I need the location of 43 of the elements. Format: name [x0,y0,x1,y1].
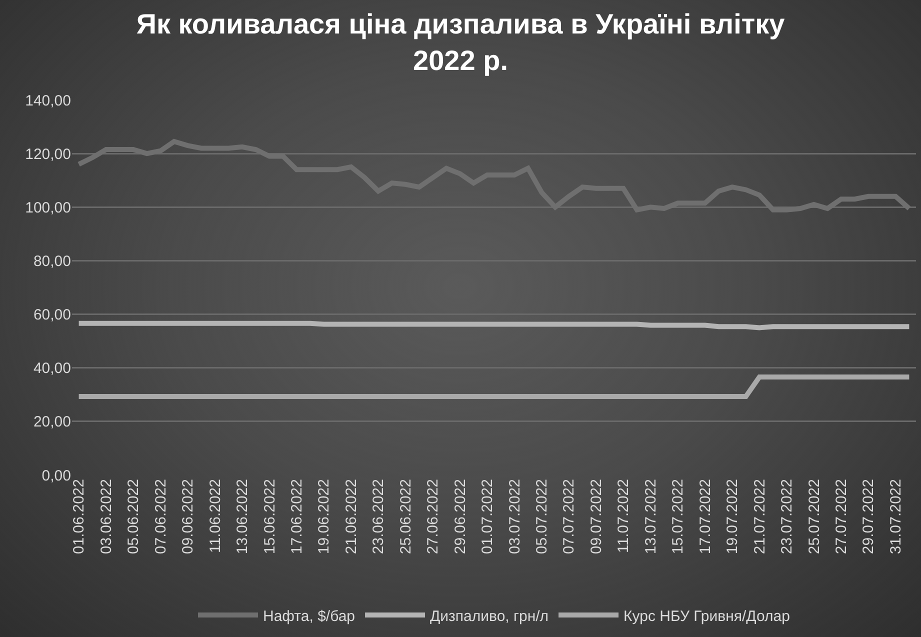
x-tick-label: 19.06.2022 [316,479,333,554]
x-tick-label: 07.06.2022 [152,479,170,554]
x-tick-label: 03.06.2022 [98,479,115,554]
x-tick-label: 29.07.2022 [860,479,878,554]
x-tick-label: 07.07.2022 [560,479,578,554]
x-tick-label: 25.06.2022 [397,479,414,554]
x-tick-label: 01.06.2022 [70,479,88,554]
x-tick-label: 03.07.2022 [506,479,524,554]
y-tick-label: 100,00 [25,199,71,216]
x-tick-label: 01.07.2022 [479,479,496,554]
x-tick-label: 09.07.2022 [588,479,605,554]
x-tick-label: 21.06.2022 [342,479,360,554]
x-tick-label: 13.07.2022 [642,479,660,554]
y-tick-label: 80,00 [33,252,71,270]
x-tick-label: 27.07.2022 [833,479,850,554]
y-tick-label: 120,00 [25,146,71,163]
x-tick-label: 27.06.2022 [424,479,442,554]
x-tick-label: 17.07.2022 [696,479,714,554]
x-tick-label: 11.07.2022 [615,479,632,553]
x-tick-label: 13.06.2022 [234,479,252,554]
x-tick-label: 31.07.2022 [887,479,904,554]
x-tick-label: 29.06.2022 [452,479,469,554]
y-tick-label: 60,00 [33,306,71,324]
y-tick-label: 0,00 [42,467,71,484]
x-tick-label: 23.06.2022 [370,479,388,554]
y-tick-label: 20,00 [33,414,71,431]
x-tick-label: 15.07.2022 [670,479,687,554]
chart-title: Як коливалася ціна дизпалива в Україні влітку 2022 р. [136,8,786,76]
legend-label: Дизпаливо, грн/л [430,608,549,625]
x-tick-label: 23.07.2022 [778,479,796,554]
x-tick-label: 11.06.2022 [206,479,224,553]
legend-label: Курс НБУ Гривня/Долар [624,608,790,625]
x-tick-label: 05.06.2022 [125,479,142,554]
y-tick-label: 140,00 [25,92,71,110]
x-tick-label: 09.06.2022 [180,479,197,554]
legend-label: Нафта, $/бар [263,608,356,625]
x-tick-label: 19.07.2022 [724,479,742,554]
x-tick-label: 05.07.2022 [534,479,551,554]
y-tick-label: 40,00 [33,360,71,378]
x-tick-label: 25.07.2022 [806,479,823,554]
x-tick-label: 17.06.2022 [288,479,306,554]
x-tick-label: 15.06.2022 [261,479,278,554]
x-tick-label: 21.07.2022 [751,479,768,554]
